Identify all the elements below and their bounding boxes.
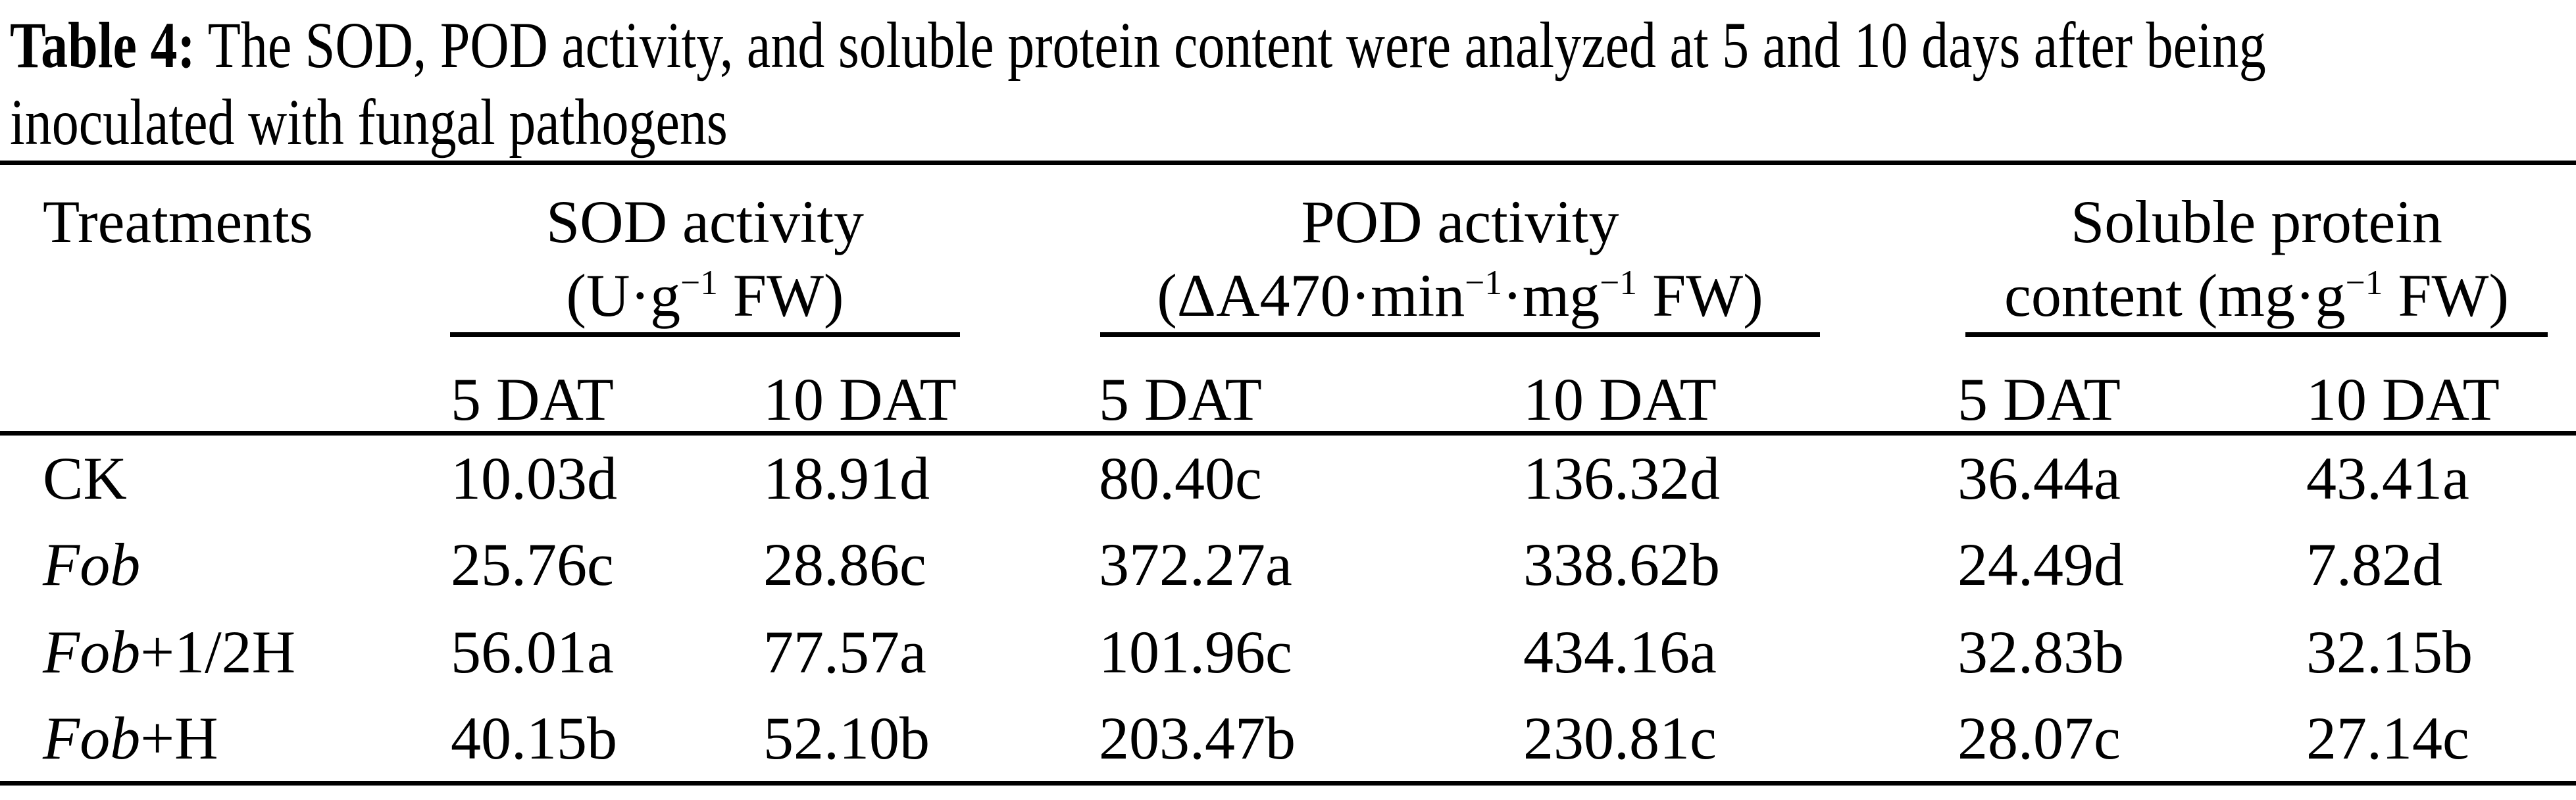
subheader-row: 5 DAT 10 DAT 5 DAT 10 DAT 5 DAT 10 DAT bbox=[0, 337, 2576, 436]
treatment-cell: Fob+H bbox=[43, 705, 218, 772]
subheader-protein-5dat: 5 DAT bbox=[1915, 337, 2263, 436]
value-cell: 7.82d bbox=[2306, 531, 2442, 598]
column-group-sod-activity: SOD activity (U·g−1 FW) bbox=[408, 163, 1056, 337]
value-cell: 24.49d bbox=[1957, 531, 2124, 598]
subheader-protein-10dat: 10 DAT bbox=[2263, 337, 2576, 436]
group-header-row: Treatments SOD activity (U·g−1 FW) POD a… bbox=[0, 162, 2576, 436]
sod-group-title: SOD activity bbox=[546, 188, 864, 255]
value-cell: 77.57a bbox=[763, 618, 926, 686]
value-cell: 32.83b bbox=[1957, 618, 2124, 686]
value-cell: 80.40c bbox=[1099, 444, 1262, 512]
value-cell: 56.01a bbox=[451, 618, 614, 686]
sod-group-inner: SOD activity (U·g−1 FW) bbox=[450, 165, 960, 337]
table-caption: Table 4: The SOD, POD activity, and solu… bbox=[0, 0, 2576, 161]
subheader-pod-5dat: 5 DAT bbox=[1056, 337, 1480, 436]
value-cell: 40.15b bbox=[451, 705, 617, 772]
table-row-fob: Fob 25.76c 28.86c 372.27a 338.62b 24.49d… bbox=[0, 521, 2576, 609]
value-cell: 203.47b bbox=[1099, 705, 1296, 772]
treatment-cell: CK bbox=[43, 444, 127, 512]
results-table: Treatments SOD activity (U·g−1 FW) POD a… bbox=[0, 161, 2576, 786]
table-row-ck: CK 10.03d 18.91d 80.40c 136.32d 36.44a 4… bbox=[0, 434, 2576, 521]
soluble-protein-group-title: Soluble protein bbox=[2071, 188, 2442, 255]
value-cell: 372.27a bbox=[1099, 531, 1292, 598]
subheader-sod-5dat: 5 DAT bbox=[408, 337, 720, 436]
value-cell: 36.44a bbox=[1957, 444, 2121, 512]
value-cell: 43.41a bbox=[2306, 444, 2469, 512]
value-cell: 230.81c bbox=[1523, 705, 1717, 772]
subheader-sod-10dat: 10 DAT bbox=[720, 337, 1056, 436]
pod-group-unit: (ΔA470·min−1·mg−1 FW) bbox=[1157, 262, 1763, 329]
table-row-fob-h: Fob+H 40.15b 52.10b 203.47b 230.81c 28.0… bbox=[0, 696, 2576, 784]
subheader-pod-10dat: 10 DAT bbox=[1480, 337, 1915, 436]
value-cell: 27.14c bbox=[2306, 705, 2469, 772]
sod-group-unit: (U·g−1 FW) bbox=[566, 262, 844, 329]
value-cell: 101.96c bbox=[1099, 618, 1292, 686]
value-cell: 434.16a bbox=[1523, 618, 1717, 686]
value-cell: 52.10b bbox=[763, 705, 930, 772]
column-group-pod-activity: POD activity (ΔA470·min−1·mg−1 FW) bbox=[1056, 163, 1915, 337]
value-cell: 28.86c bbox=[763, 531, 926, 598]
table-row-fob-half-h: Fob+1/2H 56.01a 77.57a 101.96c 434.16a 3… bbox=[0, 609, 2576, 696]
caption-line-2: inoculated with fungal pathogens bbox=[10, 86, 728, 159]
value-cell: 136.32d bbox=[1523, 444, 1720, 512]
pod-group-inner: POD activity (ΔA470·min−1·mg−1 FW) bbox=[1100, 165, 1820, 337]
column-header-treatments: Treatments bbox=[0, 162, 408, 436]
value-cell: 25.76c bbox=[451, 531, 614, 598]
soluble-protein-group-unit: content (mg·g−1 FW) bbox=[2004, 262, 2510, 329]
value-cell: 28.07c bbox=[1957, 705, 2121, 772]
column-group-soluble-protein: Soluble protein content (mg·g−1 FW) bbox=[1915, 163, 2576, 337]
soluble-protein-group-inner: Soluble protein content (mg·g−1 FW) bbox=[1965, 165, 2548, 337]
value-cell: 338.62b bbox=[1523, 531, 1720, 598]
table-caption-text: Table 4: The SOD, POD activity, and solu… bbox=[10, 7, 2266, 161]
value-cell: 10.03d bbox=[451, 444, 617, 512]
pod-group-title: POD activity bbox=[1301, 188, 1619, 255]
value-cell: 18.91d bbox=[763, 444, 930, 512]
value-cell: 32.15b bbox=[2306, 618, 2473, 686]
caption-line-1: Table 4: The SOD, POD activity, and solu… bbox=[10, 9, 2266, 82]
treatment-cell: Fob bbox=[43, 531, 141, 598]
treatment-cell: Fob+1/2H bbox=[43, 618, 296, 686]
